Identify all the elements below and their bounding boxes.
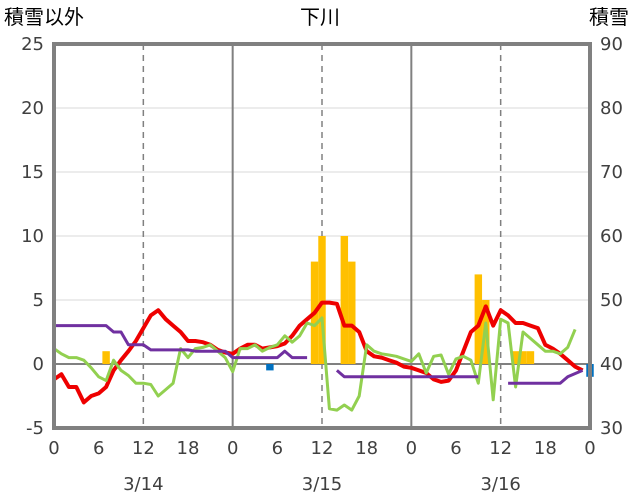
blue-bar — [266, 364, 274, 371]
purple-series-line — [54, 324, 584, 385]
left-tick-label: -5 — [26, 418, 44, 439]
orange-bar — [526, 351, 535, 364]
red-series-line — [52, 300, 584, 405]
x-tick-label: 0 — [48, 438, 59, 459]
right-tick-label: 40 — [600, 354, 623, 375]
orange-bar — [511, 351, 520, 364]
x-tick-label: 18 — [355, 438, 378, 459]
right-tick-label: 30 — [600, 418, 623, 439]
orange-bar — [318, 236, 326, 364]
x-tick-label: 18 — [534, 438, 557, 459]
left-axis-title: 積雪以外 — [4, 5, 84, 29]
orange-bar — [340, 236, 349, 364]
left-tick-label: 20 — [21, 98, 44, 119]
orange-bar — [474, 274, 483, 364]
left-tick-label: 10 — [21, 226, 44, 247]
x-tick-label: 6 — [272, 438, 283, 459]
x-tick-label: 18 — [177, 438, 200, 459]
orange-bar — [348, 261, 356, 364]
x-tick-label: 6 — [93, 438, 104, 459]
x-tick-label: 0 — [227, 438, 238, 459]
left-tick-label: 15 — [21, 162, 44, 183]
x-tick-label: 12 — [489, 438, 512, 459]
right-tick-label: 90 — [600, 34, 623, 55]
x-tick-label: 6 — [450, 438, 461, 459]
right-tick-label: 50 — [600, 290, 623, 311]
date-label: 3/15 — [302, 474, 342, 495]
right-tick-label: 60 — [600, 226, 623, 247]
left-tick-label: 25 — [21, 34, 44, 55]
right-tick-label: 80 — [600, 98, 623, 119]
orange-bar — [519, 351, 527, 364]
x-tick-label: 12 — [311, 438, 334, 459]
left-tick-label: 5 — [33, 290, 44, 311]
date-label: 3/16 — [480, 474, 520, 495]
right-tick-label: 70 — [600, 162, 623, 183]
x-tick-label: 0 — [584, 438, 595, 459]
line-layer — [52, 300, 584, 412]
green-series-line — [53, 316, 577, 412]
chart-title: 下川 — [300, 5, 340, 29]
x-tick-label: 12 — [132, 438, 155, 459]
date-label: 3/14 — [123, 474, 163, 495]
right-axis-title: 積雪 — [589, 5, 629, 29]
plot-frame — [52, 42, 592, 430]
x-tick-label: 0 — [406, 438, 417, 459]
left-tick-label: 0 — [33, 354, 44, 375]
orange-bar — [102, 351, 110, 364]
